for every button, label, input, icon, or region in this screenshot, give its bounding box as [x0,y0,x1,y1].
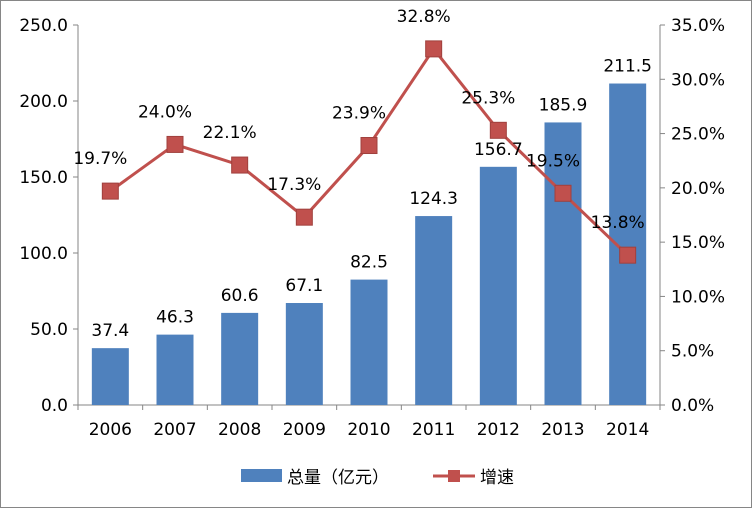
bar [479,166,517,405]
bar-value-label: 67.1 [285,276,323,296]
line-marker [166,135,184,153]
line-series [101,40,637,264]
line-marker [554,184,572,202]
bar [350,279,388,405]
line-value-label: 19.5% [526,151,580,171]
legend-line-marker [448,470,460,482]
line-marker [619,246,637,264]
left-tick-label: 0.0 [41,396,68,416]
bar-value-label: 60.6 [221,286,259,306]
x-tick-label: 2008 [218,420,261,440]
left-tick-label: 50.0 [30,320,68,340]
bar-value-label: 124.3 [409,189,458,209]
bar [91,348,129,405]
left-tick-label: 150.0 [19,168,68,188]
line-value-label: 25.3% [461,88,515,108]
right-tick-label: 10.0% [671,287,725,307]
bar-value-label: 185.9 [539,95,588,115]
line-marker [360,137,378,155]
bar-value-label: 211.5 [603,57,652,77]
line-marker [425,40,443,58]
x-tick-label: 2012 [477,420,520,440]
legend-bar-label: 总量（亿元） [287,468,389,488]
bar [285,303,323,405]
x-tick-label: 2011 [412,420,455,440]
right-tick-label: 25.0% [671,125,725,145]
line-value-label: 13.8% [591,213,645,233]
line-value-label: 17.3% [267,175,321,195]
x-tick-label: 2006 [89,420,132,440]
line-value-label: 22.1% [203,123,257,143]
x-tick-label: 2007 [153,420,196,440]
axes: 0.0 50.0 100.0 150.0 200.0 250.0 0.0% 5.0% 10.0%… [19,16,725,440]
bar [415,216,453,405]
legend-line-label: 增速 [480,468,514,488]
left-tick-label: 250.0 [19,16,68,36]
right-tick-label: 30.0% [671,70,725,90]
left-tick-label: 200.0 [19,92,68,112]
line-marker [295,208,313,226]
right-tick-label: 0.0% [671,396,714,416]
legend: 总量（亿元） 增速 [241,468,514,488]
line-marker [101,182,119,200]
bar [544,122,582,405]
line-value-label: 32.8% [397,7,451,27]
x-tick-label: 2009 [283,420,326,440]
data-labels: 37.4 46.3 60.6 67.1 82.5 124.3 156.7 185.9 211.5… [73,7,652,341]
bar [156,334,194,405]
bar-value-label: 46.3 [156,308,194,328]
bar-value-label: 156.7 [474,140,523,160]
bar-value-label: 37.4 [91,321,129,341]
bar-series [91,83,647,406]
left-tick-label: 100.0 [19,244,68,264]
line-value-label: 23.9% [332,104,386,124]
bar-value-label: 82.5 [350,253,388,273]
bar [221,312,259,405]
line-marker [231,156,249,174]
line-value-label: 24.0% [138,102,192,122]
right-tick-label: 5.0% [671,342,714,362]
right-tick-label: 15.0% [671,233,725,253]
x-tick-label: 2013 [541,420,584,440]
x-tick-label: 2010 [347,420,390,440]
line-value-label: 19.7% [73,149,127,169]
legend-bar-swatch [241,469,282,482]
right-tick-label: 20.0% [671,179,725,199]
x-tick-label: 2014 [606,420,649,440]
line-marker [489,121,507,139]
right-tick-label: 35.0% [671,16,725,36]
